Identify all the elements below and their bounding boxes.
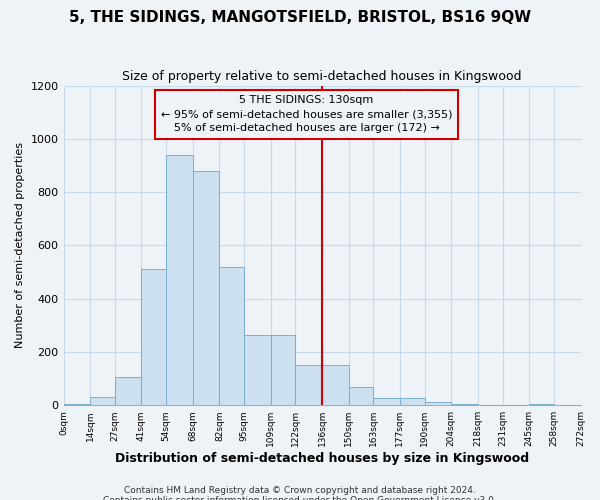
Text: Contains public sector information licensed under the Open Government Licence v3: Contains public sector information licen… [103, 496, 497, 500]
Bar [373, 398, 400, 405]
Bar [425, 402, 451, 405]
Bar [244, 334, 271, 405]
Bar [322, 366, 349, 405]
Bar [451, 404, 478, 405]
Bar [271, 334, 295, 405]
Text: 5 THE SIDINGS: 130sqm
← 95% of semi-detached houses are smaller (3,355)
5% of se: 5 THE SIDINGS: 130sqm ← 95% of semi-deta… [161, 95, 452, 133]
Text: Contains HM Land Registry data © Crown copyright and database right 2024.: Contains HM Land Registry data © Crown c… [124, 486, 476, 495]
Bar [220, 266, 244, 405]
Title: Size of property relative to semi-detached houses in Kingswood: Size of property relative to semi-detach… [122, 70, 522, 83]
Bar [166, 155, 193, 405]
Bar [349, 386, 373, 405]
Bar [400, 398, 425, 405]
Text: 5, THE SIDINGS, MANGOTSFIELD, BRISTOL, BS16 9QW: 5, THE SIDINGS, MANGOTSFIELD, BRISTOL, B… [69, 10, 531, 25]
Bar [193, 171, 220, 405]
Bar [142, 270, 166, 405]
Y-axis label: Number of semi-detached properties: Number of semi-detached properties [15, 142, 25, 348]
Bar [115, 377, 142, 405]
Bar [90, 397, 115, 405]
Bar [295, 366, 322, 405]
Bar [529, 404, 554, 405]
Bar [64, 404, 90, 405]
X-axis label: Distribution of semi-detached houses by size in Kingswood: Distribution of semi-detached houses by … [115, 452, 529, 465]
